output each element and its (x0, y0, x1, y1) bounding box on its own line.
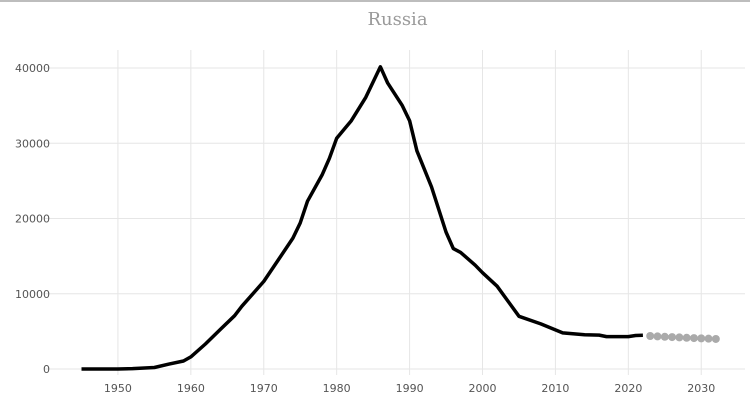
chart-title: Russia (367, 9, 428, 30)
projection-point (711, 334, 720, 343)
x-tick-label: 1990 (396, 382, 424, 395)
projection-point (682, 333, 691, 342)
x-tick-label: 1970 (250, 382, 278, 395)
y-tick-label: 20000 (15, 213, 50, 226)
projection-point (646, 332, 655, 341)
x-tick-label: 2010 (541, 382, 569, 395)
y-tick-label: 0 (43, 363, 50, 376)
projection-point (675, 333, 684, 342)
x-tick-label: 2000 (469, 382, 497, 395)
y-tick-label: 30000 (15, 137, 50, 150)
top-border (0, 0, 750, 2)
projection-point (653, 332, 662, 341)
x-tick-label: 1980 (323, 382, 351, 395)
stockpile-line (81, 65, 643, 371)
x-tick-label: 2020 (614, 382, 642, 395)
projection-point (704, 334, 713, 343)
y-tick-label: 10000 (15, 288, 50, 301)
projection-point (668, 333, 677, 342)
y-tick-label: 40000 (15, 62, 50, 75)
projection-point (689, 334, 698, 343)
projection-point (697, 334, 706, 343)
x-tick-label: 1960 (177, 382, 205, 395)
x-tick-label: 1950 (104, 382, 132, 395)
x-tick-label: 2030 (687, 382, 715, 395)
projection-point (660, 332, 669, 341)
